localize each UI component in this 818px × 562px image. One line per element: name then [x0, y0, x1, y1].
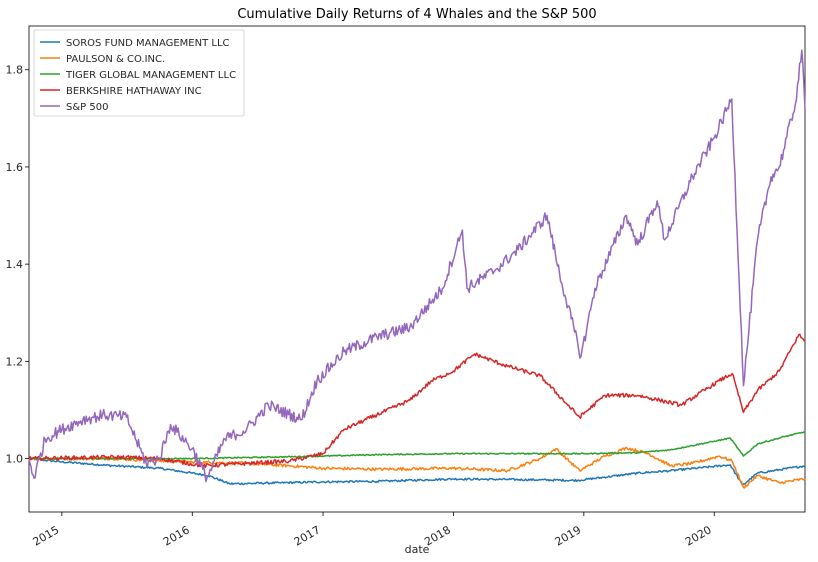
y-tick-label: 1.2	[6, 355, 24, 368]
chart-title: Cumulative Daily Returns of 4 Whales and…	[237, 7, 596, 22]
x-tick-label: 2015	[31, 523, 62, 548]
series-line-3	[28, 333, 806, 469]
y-tick-label: 1.4	[6, 258, 24, 271]
legend-label: BERKSHIRE HATHAWAY INC	[66, 86, 202, 97]
x-tick-label: 2019	[553, 523, 584, 548]
y-tick-label: 1.8	[6, 64, 24, 77]
legend-label: PAULSON & CO.INC.	[66, 54, 165, 65]
x-tick-label: 2016	[161, 523, 192, 548]
series-line-0	[28, 457, 806, 487]
legend-box	[33, 29, 245, 117]
series-line-4	[28, 49, 806, 483]
series-line-2	[28, 431, 806, 460]
y-axis-ticks: 1.0 1.2 1.4 1.6 1.8	[6, 64, 29, 466]
x-tick-label: 2020	[683, 523, 714, 548]
y-tick-label: 1.6	[6, 161, 24, 174]
legend-label: SOROS FUND MANAGEMENT LLC	[66, 38, 230, 49]
x-axis-ticks: 2015 2016 2017 2018 2019 2020	[31, 512, 715, 549]
legend: SOROS FUND MANAGEMENT LLC PAULSON & CO.IN…	[33, 29, 245, 117]
plot-area	[28, 25, 806, 513]
x-axis-label: date	[405, 543, 430, 556]
plot-frame	[28, 25, 806, 513]
x-tick-label: 2017	[292, 523, 323, 548]
y-tick-label: 1.0	[6, 453, 24, 466]
legend-label: S&P 500	[66, 102, 108, 113]
legend-label: TIGER GLOBAL MANAGEMENT LLC	[65, 70, 236, 81]
